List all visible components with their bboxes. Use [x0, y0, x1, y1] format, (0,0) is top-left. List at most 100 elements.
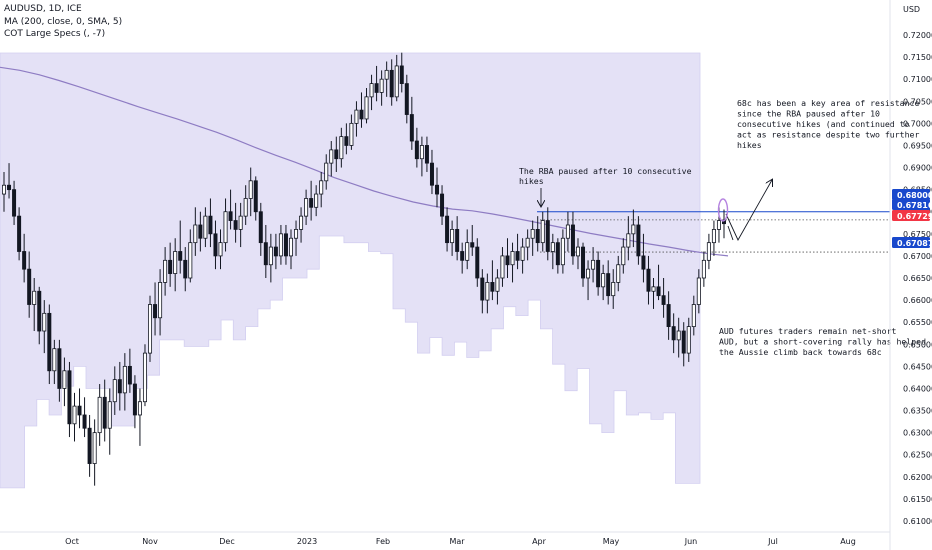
candle: [193, 207, 198, 256]
resistance-highlight-ellipse: [717, 198, 729, 222]
candle-body: [575, 246, 580, 257]
candle-body: [102, 396, 107, 429]
candle-body: [107, 401, 112, 429]
horizontal-levels: [537, 211, 890, 253]
candle-body: [686, 326, 691, 354]
candle: [399, 52, 404, 93]
candle: [238, 202, 243, 248]
candle: [243, 185, 248, 225]
candle: [601, 264, 606, 301]
price-badge: 0.67729: [892, 210, 932, 221]
candle: [17, 207, 22, 261]
time-tick-label: Aug: [840, 537, 856, 546]
candle: [334, 136, 339, 172]
candle-body: [32, 290, 37, 305]
price-badge-bg: [892, 199, 930, 210]
legend-cot[interactable]: COT Large Specs (, -7): [4, 29, 106, 39]
candle-body: [495, 277, 500, 292]
candle: [495, 269, 500, 305]
price-badge-label: 0.67816: [897, 201, 932, 210]
candle-body: [47, 312, 52, 372]
candle: [329, 141, 334, 177]
candle: [535, 216, 540, 252]
candle: [97, 384, 102, 446]
candle: [203, 207, 208, 248]
candle-body: [17, 215, 22, 252]
candle-body: [218, 242, 223, 257]
candle: [409, 96, 414, 150]
candle-body: [424, 145, 429, 164]
candle-body: [72, 405, 77, 425]
candle: [369, 74, 374, 111]
candle: [596, 251, 601, 296]
candle: [77, 388, 82, 429]
candle-body: [178, 251, 183, 261]
candle: [27, 251, 32, 318]
candle-body: [52, 348, 57, 372]
chart-legend: AUDUSD, 1D, ICE MA (200, close, 0, SMA, …: [4, 3, 122, 41]
candle-body: [525, 237, 530, 248]
candle: [168, 242, 173, 287]
candle-body: [238, 215, 243, 230]
candle-body: [82, 414, 87, 429]
candle: [319, 171, 324, 208]
candle: [248, 167, 253, 217]
candle-body: [369, 83, 374, 98]
candle-body: [384, 69, 389, 80]
candle-body: [691, 304, 696, 328]
price-tick-label: 0.61000: [903, 517, 932, 526]
candle: [550, 233, 555, 270]
price-badge-bg: [892, 210, 930, 221]
candle-body: [97, 396, 102, 434]
candle: [379, 70, 384, 106]
candle: [626, 216, 631, 261]
annotation-text: 68c has been a key area of resistance sin…: [737, 98, 919, 150]
candle-body: [268, 246, 273, 266]
candle: [711, 220, 716, 256]
candle: [339, 127, 344, 168]
candle: [137, 388, 142, 446]
candle: [208, 198, 213, 248]
candle: [581, 242, 586, 287]
time-tick-label: Apr: [532, 537, 547, 546]
candle: [515, 233, 520, 270]
candle-body: [676, 330, 681, 341]
candle-body: [359, 109, 364, 120]
candle-body: [671, 326, 676, 341]
time-axis[interactable]: Oct Nov Dec 2023 Feb Mar Apr May Jun Jul Aug: [65, 537, 856, 546]
price-badge-label: 0.67087: [897, 239, 932, 248]
candle-body: [460, 251, 465, 261]
candle-body: [319, 180, 324, 195]
candle: [435, 167, 440, 208]
candle-body: [324, 162, 329, 182]
candle: [278, 224, 283, 265]
candle-body: [263, 242, 268, 266]
candle-body: [716, 220, 721, 230]
drawings-layer: [541, 180, 772, 241]
candle-body: [294, 228, 299, 239]
candle: [62, 357, 67, 407]
candle: [460, 242, 465, 274]
candle-body: [153, 304, 158, 319]
candle: [52, 339, 57, 385]
legend-symbol[interactable]: AUDUSD, 1D, ICE: [4, 4, 82, 14]
candle: [72, 392, 77, 442]
candle: [586, 260, 591, 301]
candle: [404, 74, 409, 124]
candle: [233, 202, 238, 243]
candle: [37, 286, 42, 345]
legend-ma[interactable]: MA (200, close, 0, SMA, 5): [4, 16, 123, 27]
candle: [565, 211, 570, 252]
candle-body: [586, 268, 591, 279]
candle-body: [510, 251, 515, 266]
candle-body: [137, 401, 142, 416]
